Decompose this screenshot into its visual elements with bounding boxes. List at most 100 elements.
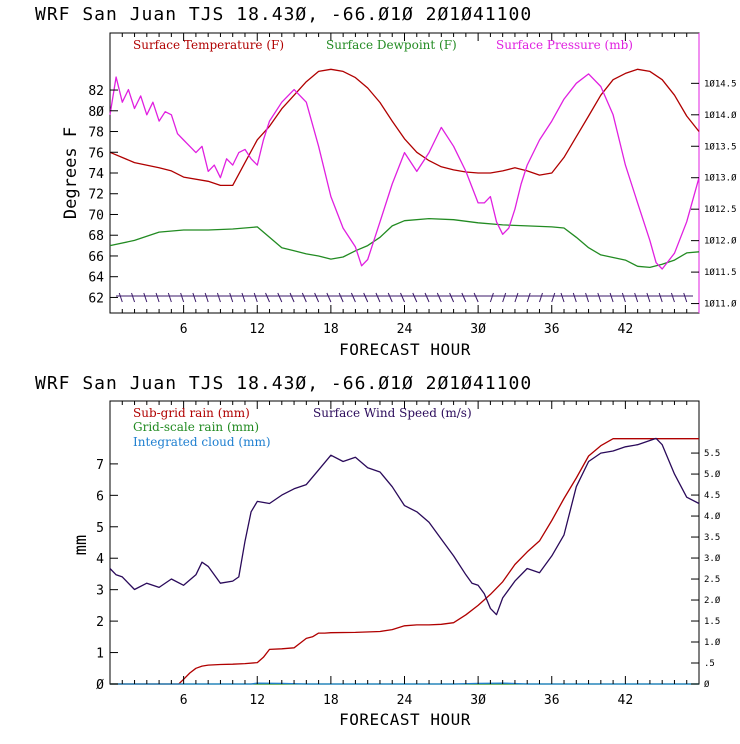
wind-barb [609,292,614,303]
x-tick-label: 36 [544,322,560,337]
wind-barb [277,292,283,303]
wind-barb [539,292,543,303]
wind-barb [350,292,356,303]
surface-dewpoint-f-line [109,217,700,269]
legend-surface-temperature: Surface Temperature (F) [133,38,284,52]
wind-barb [560,292,565,303]
wind-barb [597,292,602,303]
y2-tick-label: 1.5 [704,617,720,627]
y-tick-label: 78 [88,126,104,141]
y2-tick-label: 3.5 [704,533,720,543]
y2-tick-label: 1.Ø [704,637,721,648]
x-tick-label: 6 [180,322,188,337]
bottom-x-axis-label: FORECAST HOUR [339,710,471,729]
surface-wind-speed-m-s-line [109,437,700,616]
surface-pressure-mb-line [109,73,700,270]
wind-barb [400,292,405,303]
y2-tick-label: .5 [704,659,715,669]
y-tick-label: 62 [88,291,104,306]
x-tick-label: 24 [397,693,413,708]
y-tick-label: 64 [88,271,104,286]
y-tick-label: 3 [96,584,104,599]
rain-wind-panel: WRF San Juan TJS 18.43Ø, -66.Ø1Ø 2Ø1Ø411… [35,373,721,729]
wind-barb [502,292,507,303]
wind-barbs [116,292,693,303]
wind-barb [572,292,577,303]
wind-barb [551,292,556,303]
wind-barb [118,292,123,303]
wind-barb [192,292,197,303]
wind-barb [253,292,258,303]
y2-tick-label: 4.5 [704,491,720,501]
y-tick-label: 7 [96,458,104,473]
wind-barb [216,292,221,303]
wind-barb [621,292,626,303]
wind-barb [514,292,519,303]
temperature-pressure-panel: WRF San Juan TJS 18.43Ø, -66.Ø1Ø 2Ø1Ø411… [35,4,737,359]
wind-barb [461,292,467,303]
top-y-axis-label: Degrees F [61,127,81,219]
legend-subgrid-rain: Sub-grid rain (mm) [133,406,250,420]
wind-barb [436,292,442,303]
wind-barb [326,292,332,303]
y2-tick-label: 1Ø12.5 [704,204,737,215]
wind-barb [301,292,307,303]
legend-surface-wind-speed: Surface Wind Speed (m/s) [313,406,472,420]
y-tick-label: 2 [96,615,104,630]
wind-barb [241,292,246,303]
legend-surface-pressure: Surface Pressure (mb) [496,38,633,52]
wind-barb [155,292,160,303]
y2-tick-label: 5.Ø [704,469,721,480]
x-tick-label: 42 [618,693,634,708]
legend-surface-dewpoint: Surface Dewpoint (F) [326,38,457,52]
y2-tick-label: 2.5 [704,575,720,585]
y2-tick-label: 3.Ø [704,553,721,564]
y2-tick-label: 1Ø11.5 [704,267,737,278]
y-tick-label: 8Ø [88,105,104,120]
top-x-axis-label: FORECAST HOUR [339,340,471,359]
y2-tick-label: 1Ø11.Ø [704,299,737,310]
y2-tick-label: 4.Ø [704,511,721,522]
wind-barb [375,292,381,303]
y-tick-label: 1 [96,647,104,662]
wind-barb [449,292,455,303]
wind-barb [314,292,320,303]
surface-temperature-f-line [109,68,700,187]
sub-grid-rain-mm-line [110,438,699,685]
wind-barb [683,292,688,303]
x-tick-label: 12 [249,322,265,337]
y-tick-label: 82 [88,84,104,99]
wind-barb [473,292,479,303]
legend-integrated-cloud: Integrated cloud (mm) [133,435,271,449]
y-tick-label: 5 [96,521,104,536]
x-tick-label: 6 [180,693,188,708]
bottom-y-axis-label: mm [71,535,91,555]
top-plot-frame [109,32,700,314]
wind-barb [204,292,209,303]
wind-barb [526,292,531,303]
y-tick-label: 72 [88,188,104,203]
y-tick-label: 66 [88,250,104,265]
y-tick-label: 4 [96,552,104,567]
legend-gridscale-rain: Grid-scale rain (mm) [133,420,259,434]
wind-barb [670,292,675,303]
wind-barb [387,292,393,303]
x-tick-label: 24 [397,322,413,337]
wind-barb [143,292,148,303]
y-tick-label: 6 [96,489,104,504]
x-tick-label: 3Ø [470,322,486,337]
y-tick-label: 70 [88,208,104,223]
y2-tick-label: 1Ø14.Ø [704,110,737,121]
wind-barb [167,292,172,303]
y2-tick-label: 2.Ø [704,595,721,606]
y-tick-label: 74 [88,167,104,182]
wind-barb [131,292,136,303]
y-tick-label: 68 [88,229,104,244]
wind-barb [229,292,234,303]
y2-tick-label: 1Ø12.Ø [704,236,737,247]
wind-barb [658,292,663,303]
wind-barb [489,292,494,303]
wind-barb [338,292,344,303]
y-tick-label: Ø [96,678,104,693]
